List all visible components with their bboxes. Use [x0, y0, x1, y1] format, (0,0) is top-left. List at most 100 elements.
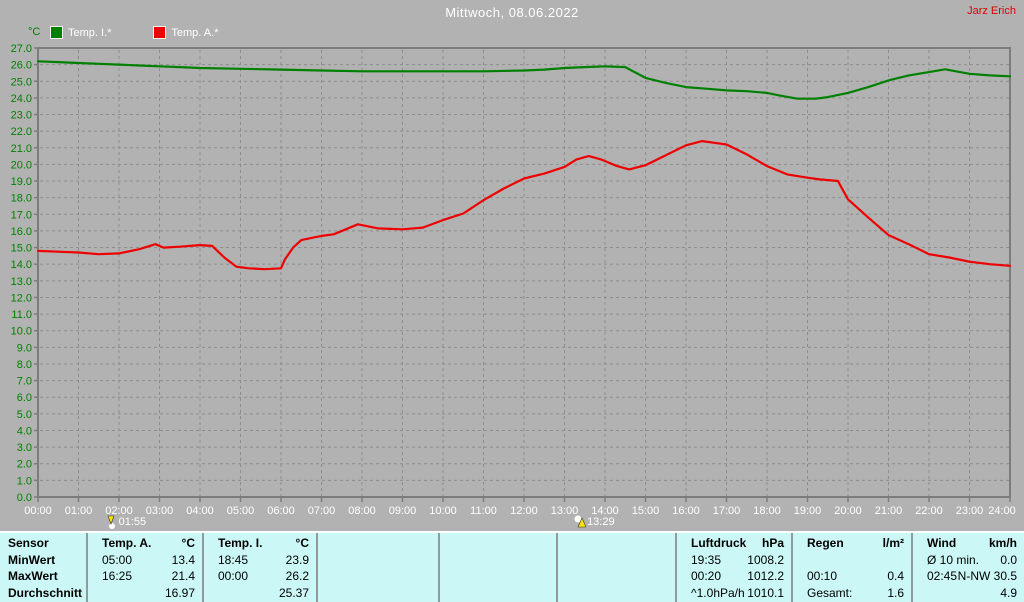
cell-time: [448, 552, 454, 569]
cell-time: 02:45: [927, 569, 958, 583]
stats-value-cell: 19:35 1008.2: [677, 552, 791, 569]
cell-time: [566, 568, 572, 585]
stats-value-cell: Gesamt: 1.6: [793, 585, 911, 602]
x-tick-label: 10:00: [429, 505, 457, 517]
x-tick-label: 15:00: [632, 505, 660, 517]
cell-value: 16.97: [164, 585, 195, 600]
stats-value-cell: [793, 552, 911, 569]
x-tick-label: 24:00: [988, 505, 1016, 517]
cell-time: [566, 535, 572, 552]
cell-value: 0.4: [887, 569, 904, 583]
cell-time: Ø 10 min.: [927, 552, 980, 567]
cell-value: 23.9: [285, 552, 309, 567]
stats-header-cell: [558, 535, 675, 552]
cell-value: °C: [295, 536, 309, 550]
stats-value-cell: 00:20 1012.2: [677, 568, 791, 585]
y-tick-label: 26.0: [11, 60, 32, 72]
x-tick-label: 04:00: [186, 505, 214, 517]
stats-header-cell: [440, 535, 556, 552]
axis-marker-label: 13:29: [587, 515, 615, 528]
stats-value-cell: [440, 585, 556, 602]
x-tick-label: 11:00: [470, 505, 497, 517]
y-tick-label: 12.0: [11, 292, 32, 304]
y-tick-label: 1.0: [17, 475, 32, 487]
cell-time: [448, 568, 454, 585]
stats-value-cell: [558, 552, 675, 569]
stats-value-cell: [318, 568, 438, 585]
temp-outside-line: [36, 140, 1012, 271]
x-tick-label: 00:00: [24, 505, 52, 517]
stats-col-temp-i: Temp. I. °C 18:45 23.9 00:00 26.2 25.37: [204, 533, 318, 602]
axis-marker-0155: 01:55: [105, 514, 146, 529]
stats-row-label: Durchschnitt: [8, 585, 83, 600]
x-tick-label: 23:00: [956, 505, 984, 517]
stats-header-cell: [318, 535, 438, 552]
cell-value: 13.4: [171, 552, 195, 567]
stats-col-temp-a: Temp. A. °C 05:00 13.4 16:25 21.4 16.97: [88, 533, 204, 602]
stats-value-cell: 00:00 26.2: [204, 568, 316, 585]
stats-col-wind: Wind km/h Ø 10 min. 0.0 02:45 N-NW 30.5 4.9: [913, 533, 1024, 602]
legend-swatch-icon: [50, 26, 63, 39]
y-tick-label: 2.0: [17, 459, 32, 471]
stats-header-cell: Wind km/h: [913, 535, 1024, 552]
stats-value-cell: 4.9: [913, 585, 1024, 602]
cell-value: 1.6: [887, 585, 904, 600]
stats-col-labels: Sensor MinWert MaxWert Durchschnitt: [0, 533, 88, 602]
cell-time: 05:00: [102, 552, 133, 567]
cell-time: 18:45: [218, 552, 249, 567]
stats-value-cell: 18:45 23.9: [204, 552, 316, 569]
stats-col-empty-4: [558, 533, 677, 602]
x-tick-label: 16:00: [672, 505, 700, 517]
cell-time: 00:10: [807, 569, 838, 583]
sun-set-marker-icon: [107, 515, 115, 529]
cell-time: Luftdruck: [691, 536, 747, 550]
cell-time: Wind: [927, 536, 957, 550]
x-tick-label: 21:00: [875, 505, 903, 517]
y-tick-label: 16.0: [11, 226, 32, 238]
y-tick-label: 15.0: [11, 243, 32, 255]
stats-col-luftdruck: Luftdruck hPa 19:35 1008.2 00:20 1012.2 ^1.0hP…: [677, 533, 793, 602]
x-tick-label: 02:00: [105, 505, 133, 517]
cell-value: hPa: [761, 536, 784, 550]
y-tick-label: 0.0: [17, 492, 32, 504]
y-tick-label: 7.0: [17, 376, 32, 388]
x-tick-label: 07:00: [308, 505, 336, 517]
cell-value: 21.4: [171, 569, 195, 583]
x-tick-label: 18:00: [753, 505, 781, 517]
cell-value: °C: [181, 536, 195, 550]
stats-value-cell: 25.37: [204, 585, 316, 602]
y-tick-label: 4.0: [17, 425, 32, 437]
y-tick-label: 13.0: [11, 276, 32, 288]
y-tick-label: 19.0: [11, 176, 32, 188]
y-tick-label: 20.0: [11, 159, 32, 171]
x-tick-label: 14:00: [591, 505, 619, 517]
cell-time: Temp. A.: [102, 536, 152, 550]
y-axis-unit-label: °C: [28, 26, 41, 38]
y-tick-label: 18.0: [11, 193, 32, 205]
cell-time: Gesamt:: [807, 585, 853, 600]
cell-time: 19:35: [691, 552, 722, 567]
cell-time: [448, 535, 454, 552]
x-tick-label: 20:00: [834, 505, 862, 517]
y-tick-label: 24.0: [11, 93, 32, 105]
axis-marker-1329: 13:29: [573, 514, 615, 529]
x-tick-label: 22:00: [915, 505, 943, 517]
stats-col-regen: Regen l/m² 00:10 0.4 Gesamt: 1.6: [793, 533, 913, 602]
x-tick-label: 06:00: [267, 505, 295, 517]
cell-value: 1010.1: [747, 585, 784, 600]
stats-value-cell: [318, 585, 438, 602]
chart-legend: Temp. I.* Temp. A.*: [50, 26, 218, 39]
temp-inside-line: [36, 60, 1012, 100]
cell-time: 00:20: [691, 569, 722, 583]
cell-time: [921, 585, 927, 602]
page-title: Mittwoch, 08.06.2022: [445, 5, 579, 20]
x-tick-label: 13:00: [551, 505, 579, 517]
y-tick-label: 11.0: [11, 309, 32, 321]
stats-header-cell: Temp. A. °C: [88, 535, 202, 552]
cell-time: Temp. I.: [218, 536, 263, 550]
x-tick-label: 12:00: [510, 505, 538, 517]
stats-row-label: MaxWert: [8, 569, 58, 583]
y-tick-label: 5.0: [17, 409, 32, 421]
x-tick-label: 08:00: [348, 505, 376, 517]
cell-time: Regen: [807, 536, 844, 550]
